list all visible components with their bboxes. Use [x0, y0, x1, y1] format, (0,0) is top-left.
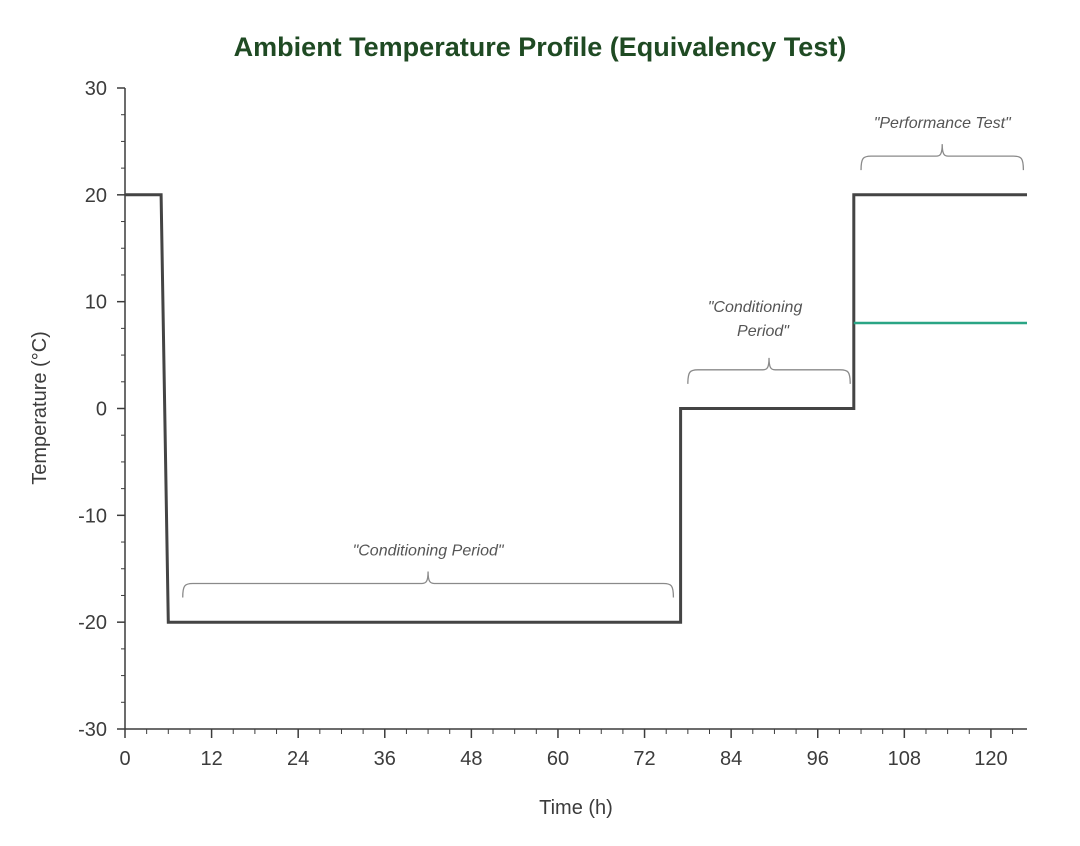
series-lines: [125, 193, 1027, 624]
y-tick-label: 20: [85, 185, 107, 207]
x-tick-label: 84: [720, 748, 742, 770]
x-tick-label: 120: [974, 748, 1007, 770]
annotation-brace: [182, 571, 675, 598]
x-axis-ticks: 0 12 24 36 48 60 72 84 96 108 120: [119, 729, 1014, 770]
y-tick-label: -10: [78, 505, 107, 527]
axes: [124, 88, 1027, 730]
series-line: [125, 193, 1027, 624]
annotation-brace: [860, 144, 1025, 171]
annotation-label: "Conditioning: [708, 299, 803, 316]
x-tick-label: 60: [547, 748, 569, 770]
y-axis-ticks: 30 20 10 0 -10 -20 -30: [78, 78, 125, 741]
y-tick-label: 10: [85, 292, 107, 314]
annotation-brace: [687, 357, 851, 384]
x-tick-label: 48: [460, 748, 482, 770]
annotation-label: Period": [737, 323, 790, 340]
y-tick-label: -30: [78, 719, 107, 741]
x-axis-label: Time (h): [539, 797, 613, 819]
annotations: "Conditioning Period" "Conditioning Period…: [182, 115, 1025, 598]
x-tick-label: 96: [807, 748, 829, 770]
chart-title: Ambient Temperature Profile (Equivalency…: [234, 32, 847, 62]
x-tick-label: 12: [200, 748, 222, 770]
annotation-label: "Performance Test": [874, 115, 1012, 132]
x-tick-label: 108: [888, 748, 921, 770]
y-tick-label: 0: [96, 399, 107, 421]
x-tick-label: 72: [633, 748, 655, 770]
x-tick-label: 0: [119, 748, 130, 770]
y-tick-label: -20: [78, 612, 107, 634]
x-tick-label: 36: [374, 748, 396, 770]
y-tick-label: 30: [85, 78, 107, 100]
annotation-label: "Conditioning Period": [353, 542, 505, 559]
y-axis-label: Temperature (°C): [29, 331, 51, 485]
x-tick-label: 24: [287, 748, 309, 770]
